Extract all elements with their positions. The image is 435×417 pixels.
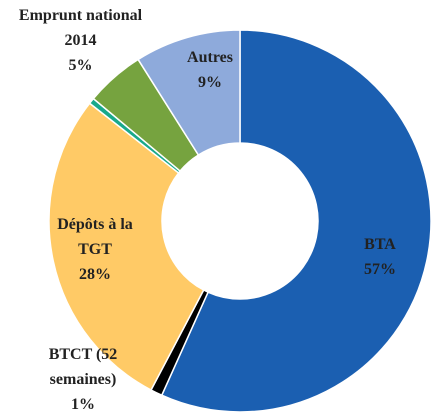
donut-slice (48, 102, 205, 392)
slice-label: BTA 57% (330, 232, 430, 282)
value-label: 9% (198, 74, 222, 91)
category-label: BTCT (52 semaines) (48, 346, 118, 388)
category-label: BTA (364, 236, 396, 253)
donut-slice (137, 29, 241, 157)
category-label: Autres (187, 49, 233, 66)
value-label: 1% (71, 396, 95, 413)
value-label: 57% (364, 261, 396, 278)
category-label: Dépôts à la TGT (57, 216, 133, 258)
value-label: 28% (79, 266, 111, 283)
slice-label: Emprunt national 2014 5% (8, 3, 153, 78)
value-label: 5% (68, 57, 93, 74)
slice-label: BTCT (52 semaines) 1% (28, 342, 138, 417)
donut-slice (160, 29, 432, 413)
slice-label: Dépôts à la TGT 28% (40, 212, 150, 287)
slice-label: Autres 9% (165, 45, 255, 95)
category-label: Emprunt national 2014 (18, 7, 143, 49)
